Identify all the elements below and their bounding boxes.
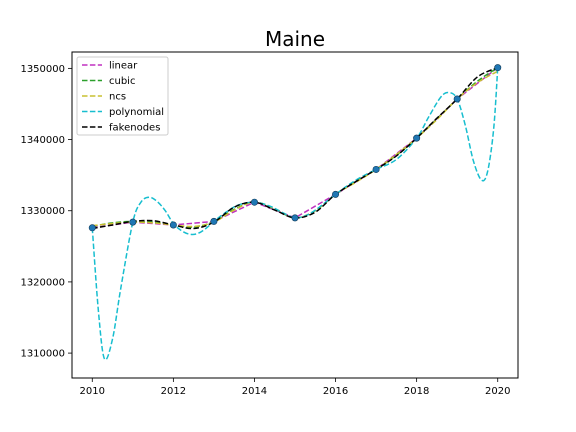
x-tick-label: 2014 [242,386,267,397]
x-tick-label: 2020 [485,386,510,397]
y-tick-label: 1350000 [20,64,65,75]
series-line-ncs [92,70,499,228]
x-axis: 2010 2012 2014 2016 2018 2020 [80,378,510,397]
chart-title: Maine [265,27,325,51]
x-tick-label: 2012 [161,386,186,397]
data-point [453,95,461,103]
data-point [291,214,299,222]
x-tick-label: 2016 [323,386,348,397]
legend-label-linear: linear [109,61,138,72]
data-point [88,224,96,232]
data-point [494,64,502,72]
data-point [332,190,340,198]
data-point [250,198,258,206]
data-point [210,217,218,225]
data-points [88,64,502,232]
legend-label-cubic: cubic [109,76,135,87]
data-point [169,221,177,229]
legend-box [76,56,169,136]
y-tick-label: 1340000 [20,135,65,146]
legend-label-fakenodes: fakenodes [109,123,160,134]
y-tick-label: 1320000 [20,277,65,288]
y-axis: 1310000 1320000 1330000 1340000 1350000 [20,64,72,360]
legend: linear cubic ncs polynomial fakenodes [76,56,169,136]
y-tick-label: 1310000 [20,349,65,360]
data-point [413,134,421,142]
legend-label-polynomial: polynomial [109,107,164,118]
data-point [129,218,137,226]
y-tick-label: 1330000 [20,206,65,217]
x-tick-label: 2010 [80,386,105,397]
x-tick-label: 2018 [404,386,429,397]
series-line-polynomial [91,67,499,361]
data-point [372,165,380,173]
legend-label-ncs: ncs [109,92,126,103]
plot-frame [71,51,519,379]
